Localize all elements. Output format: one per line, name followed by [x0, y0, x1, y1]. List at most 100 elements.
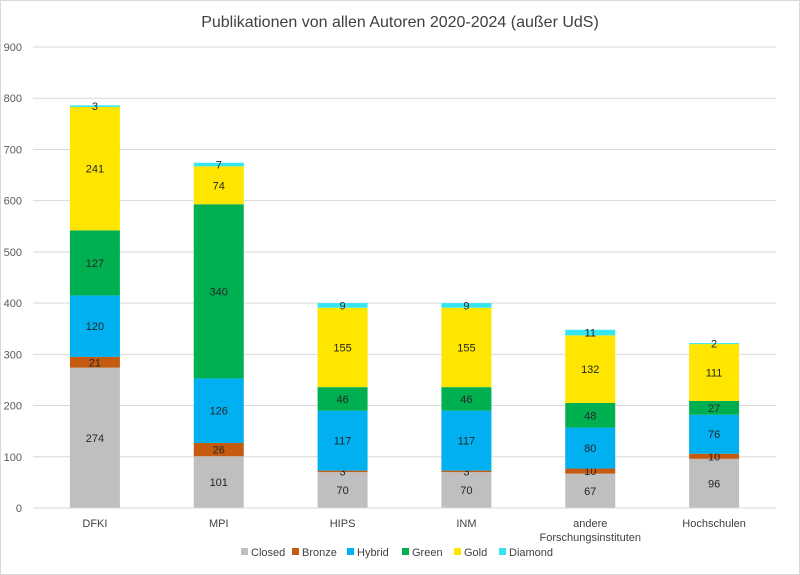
- x-axis: DFKI MPI HIPS INM andere Forschungsinstituten…: [33, 507, 776, 544]
- legend-swatch-hybrid: [347, 548, 354, 555]
- data-label: 111: [706, 368, 723, 380]
- bar-segment-closed: [317, 472, 368, 508]
- bar-segment-green: [441, 387, 492, 411]
- data-label: 21: [89, 357, 101, 369]
- bar-segment-gold: [317, 307, 368, 388]
- x-tick-label: HIPS: [330, 518, 356, 530]
- data-label: 241: [86, 164, 104, 176]
- data-label: 9: [340, 300, 346, 312]
- bar-segment-hybrid: [441, 410, 492, 471]
- legend-swatch-closed: [241, 548, 248, 555]
- data-label: 274: [86, 433, 104, 445]
- data-label: 126: [210, 406, 228, 418]
- y-tick-label: 0: [16, 503, 22, 515]
- bar-segment-closed: [689, 458, 740, 508]
- data-label: 46: [336, 394, 348, 406]
- bar-segment-bronze: [565, 468, 616, 474]
- bar-segment-gold: [193, 166, 244, 205]
- legend-label: Closed: [251, 547, 285, 559]
- bar-segment-gold: [565, 335, 616, 403]
- bar-segment-bronze: [689, 453, 740, 459]
- x-tick-label: Hochschulen: [682, 518, 746, 530]
- bar-segment-bronze: [441, 470, 492, 473]
- bar-segment-hybrid: [689, 414, 740, 454]
- bar-segment-hybrid: [565, 427, 616, 469]
- bar-segment-diamond: [317, 303, 368, 308]
- y-axis: 0 100 200 300 400 500 600 700 800 900: [4, 42, 22, 515]
- data-label: 27: [708, 403, 720, 415]
- data-label: 7: [216, 160, 222, 172]
- bar-segment-green: [69, 230, 120, 296]
- data-label: 96: [708, 478, 720, 490]
- data-label: 48: [584, 410, 596, 422]
- data-label: 70: [336, 485, 348, 497]
- legend-swatch-gold: [454, 548, 461, 555]
- data-label: 70: [460, 485, 472, 497]
- bars: 274 21 120 127 241 3 101 26 126 340 74 7 70 3 117 46 155…: [69, 101, 740, 508]
- gridlines: [33, 46, 776, 509]
- data-label: 117: [458, 436, 476, 448]
- data-label: 74: [213, 180, 225, 192]
- legend-label: Diamond: [509, 547, 553, 559]
- data-label: 80: [584, 443, 596, 455]
- x-tick-label: MPI: [209, 518, 229, 530]
- data-label: 3: [463, 466, 469, 478]
- y-tick-label: 700: [4, 144, 22, 156]
- x-tick-label-line: HIPS: [330, 518, 356, 530]
- legend-swatch-green: [402, 548, 409, 555]
- x-tick-label-line: INM: [456, 518, 476, 530]
- data-label: 3: [340, 466, 346, 478]
- data-label: 76: [708, 429, 720, 441]
- y-tick-label: 400: [4, 298, 22, 310]
- x-tick-label-line: DFKI: [82, 518, 107, 530]
- bar-segment-green: [193, 204, 244, 379]
- data-label: 340: [210, 286, 228, 298]
- bar-segment-diamond: [69, 105, 120, 107]
- legend-label: Hybrid: [357, 547, 389, 559]
- bar-segment-diamond: [565, 329, 616, 336]
- bar-segment-green: [689, 400, 740, 415]
- data-label: 46: [460, 394, 472, 406]
- data-label: 155: [333, 342, 351, 354]
- bar-segment-hybrid: [317, 410, 368, 471]
- x-tick-label-line: Forschungsinstituten: [540, 532, 642, 544]
- bar-segment-diamond: [689, 343, 740, 345]
- x-tick-label-line: MPI: [209, 518, 229, 530]
- y-tick-label: 800: [4, 93, 22, 105]
- bar-segment-closed: [565, 473, 616, 508]
- bar-segment-bronze: [317, 470, 368, 473]
- data-label: 155: [457, 342, 475, 354]
- data-label: 132: [581, 364, 599, 376]
- legend-label: Gold: [464, 547, 487, 559]
- legend-swatch-diamond: [499, 548, 506, 555]
- data-label: 67: [584, 486, 596, 498]
- data-label: 10: [584, 466, 596, 478]
- bar-segment-green: [317, 387, 368, 411]
- y-tick-label: 200: [4, 401, 22, 413]
- chart-title: Publikationen von allen Autoren 2020-202…: [201, 14, 599, 31]
- legend-swatch-bronze: [292, 548, 299, 555]
- bar-segment-gold: [689, 344, 740, 401]
- data-label: 117: [334, 436, 352, 448]
- bar-segment-closed: [441, 472, 492, 508]
- bar-segment-closed: [69, 367, 120, 508]
- bar-segment-hybrid: [69, 295, 120, 357]
- data-label: 120: [86, 321, 104, 333]
- x-tick-label-line: andere: [573, 518, 607, 530]
- legend-label: Green: [412, 547, 443, 559]
- bar-segment-bronze: [69, 356, 120, 368]
- y-tick-label: 900: [4, 42, 22, 54]
- x-tick-label-line: Hochschulen: [682, 518, 746, 530]
- data-label: 101: [210, 477, 228, 489]
- y-tick-label: 500: [4, 247, 22, 259]
- legend: Closed Bronze Hybrid Green Gold Diamond: [241, 547, 553, 559]
- data-label: 127: [86, 258, 104, 270]
- bar-segment-gold: [69, 106, 120, 231]
- bar-segment-diamond: [193, 162, 244, 167]
- data-label: 2: [711, 339, 717, 351]
- x-tick-label: INM: [456, 518, 476, 530]
- x-tick-label: andere Forschungsinstituten: [540, 518, 642, 544]
- bar-segment-closed: [193, 456, 244, 508]
